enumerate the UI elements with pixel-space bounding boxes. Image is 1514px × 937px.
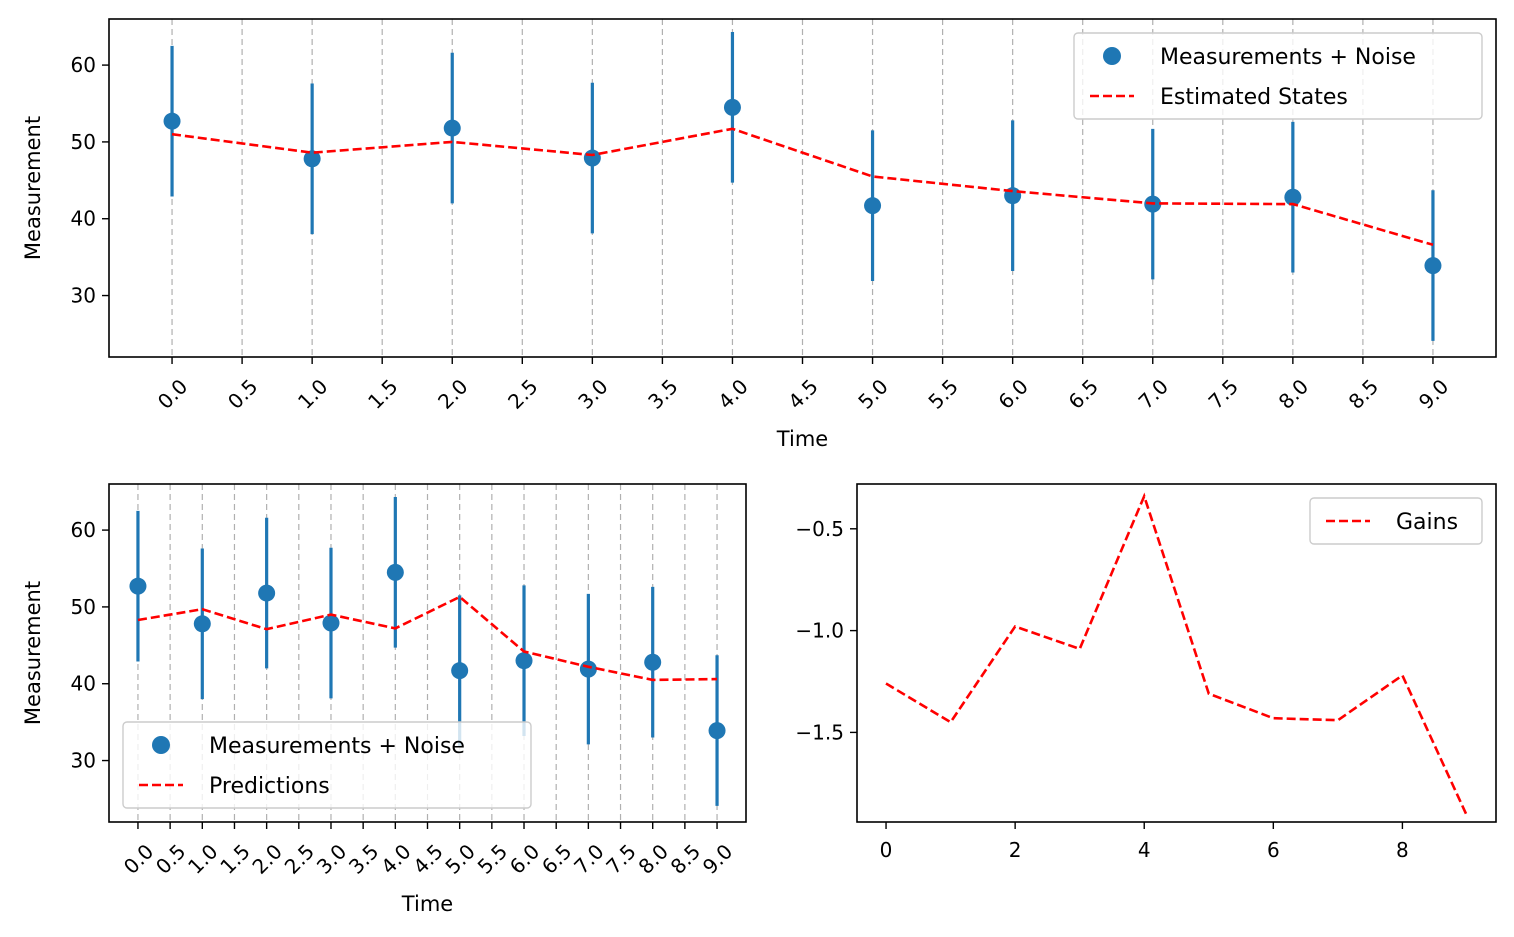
x-tick-label: 7.0 xyxy=(1134,374,1173,413)
data-point xyxy=(1424,257,1442,275)
data-point xyxy=(515,652,533,670)
x-tick-label: 0.0 xyxy=(153,374,192,413)
y-axis-label: Measurement xyxy=(21,116,45,260)
x-tick-label: 6 xyxy=(1267,838,1280,862)
data-point xyxy=(129,577,147,595)
chart-1: 0.0 0.5 1.0 1.5 2.0 2.5 3.0 3.5 4.0 4.5 5.0 5.5 6.0 6… xyxy=(21,18,1497,451)
x-tick-label: 4.5 xyxy=(783,374,822,413)
y-tick-label: 30 xyxy=(71,749,96,773)
data-point xyxy=(583,149,601,167)
data-point xyxy=(258,584,276,602)
y-tick-label: 60 xyxy=(71,53,96,77)
legend-box xyxy=(1073,32,1483,120)
y-tick-label: 40 xyxy=(71,207,96,231)
data-point xyxy=(322,614,340,632)
legend-label: Measurements + Noise xyxy=(209,734,465,759)
x-tick-label: 6.5 xyxy=(1064,374,1103,413)
data-point xyxy=(644,653,662,671)
x-tick-label: 2.0 xyxy=(433,374,472,413)
legend-label: Gains xyxy=(1396,510,1458,535)
x-tick-label: 9.0 xyxy=(1414,374,1453,413)
data-point xyxy=(451,662,469,680)
data-point xyxy=(1284,188,1302,206)
x-tick-label: 3.0 xyxy=(573,374,612,413)
series-line xyxy=(171,127,1434,247)
legend-label: Estimated States xyxy=(1160,85,1348,110)
legend-label: Measurements + Noise xyxy=(1160,45,1416,70)
y-tick-label: 50 xyxy=(71,595,96,619)
x-tick-label: 8.5 xyxy=(1344,374,1383,413)
x-tick-label: 0 xyxy=(880,838,893,862)
x-tick-label: 3.5 xyxy=(643,374,682,413)
legend-label: Predictions xyxy=(209,774,330,799)
y-tick-label: −0.5 xyxy=(795,517,844,541)
x-tick-label: 0.5 xyxy=(223,374,262,413)
legend: Gains xyxy=(1309,497,1483,545)
y-tick-label: −1.0 xyxy=(795,619,844,643)
chart-3: 0 2 4 6 8 −0.5 −1.0 −1.5 Gains xyxy=(795,483,1497,862)
series-1 xyxy=(129,497,726,806)
x-tick-label: 1.5 xyxy=(363,374,402,413)
series-1 xyxy=(885,492,1469,817)
series-2 xyxy=(171,127,1434,247)
legend: Measurements + Noise Estimated States xyxy=(1073,32,1483,120)
x-tick-label: 5.0 xyxy=(853,374,892,413)
x-tick-label: 7.5 xyxy=(1204,374,1243,413)
y-tick-label: 60 xyxy=(71,518,96,542)
x-tick-label: 4 xyxy=(1138,838,1151,862)
data-point xyxy=(579,660,597,678)
x-tick-label: 2.5 xyxy=(503,374,542,413)
data-point xyxy=(723,98,741,116)
x-axis-label: Time xyxy=(401,892,453,916)
legend-marker xyxy=(1103,47,1121,65)
axes-frame xyxy=(856,483,1497,823)
data-point xyxy=(303,150,321,168)
y-tick-label: −1.5 xyxy=(795,720,844,744)
legend-marker xyxy=(152,736,170,754)
x-tick-label: 5.5 xyxy=(923,374,962,413)
data-point xyxy=(708,722,726,740)
legend-box xyxy=(122,721,532,809)
x-tick-label: 8 xyxy=(1396,838,1409,862)
data-point xyxy=(163,112,181,130)
data-point xyxy=(193,615,211,633)
legend-box xyxy=(1309,497,1483,545)
series-line xyxy=(137,595,718,682)
x-tick-label: 9.0 xyxy=(698,839,737,878)
data-point xyxy=(386,563,404,581)
series-2 xyxy=(137,595,718,682)
data-point xyxy=(864,197,882,215)
x-tick-label: 4.0 xyxy=(713,374,752,413)
y-tick-label: 30 xyxy=(71,284,96,308)
y-tick-label: 50 xyxy=(71,130,96,154)
x-tick-label: 8.0 xyxy=(1274,374,1313,413)
x-tick-label: 2 xyxy=(1009,838,1022,862)
legend: Measurements + Noise Predictions xyxy=(122,721,532,809)
data-point xyxy=(443,119,461,137)
x-axis-label: Time xyxy=(776,427,828,451)
y-axis-label: Measurement xyxy=(21,581,45,725)
y-tick-label: 40 xyxy=(71,672,96,696)
x-tick-label: 6.0 xyxy=(993,374,1032,413)
series-line xyxy=(885,492,1469,817)
chart-2: 0.00.51.01.52.02.53.03.54.04.55.05.56.06… xyxy=(21,483,747,916)
x-tick-label: 1.0 xyxy=(293,374,332,413)
